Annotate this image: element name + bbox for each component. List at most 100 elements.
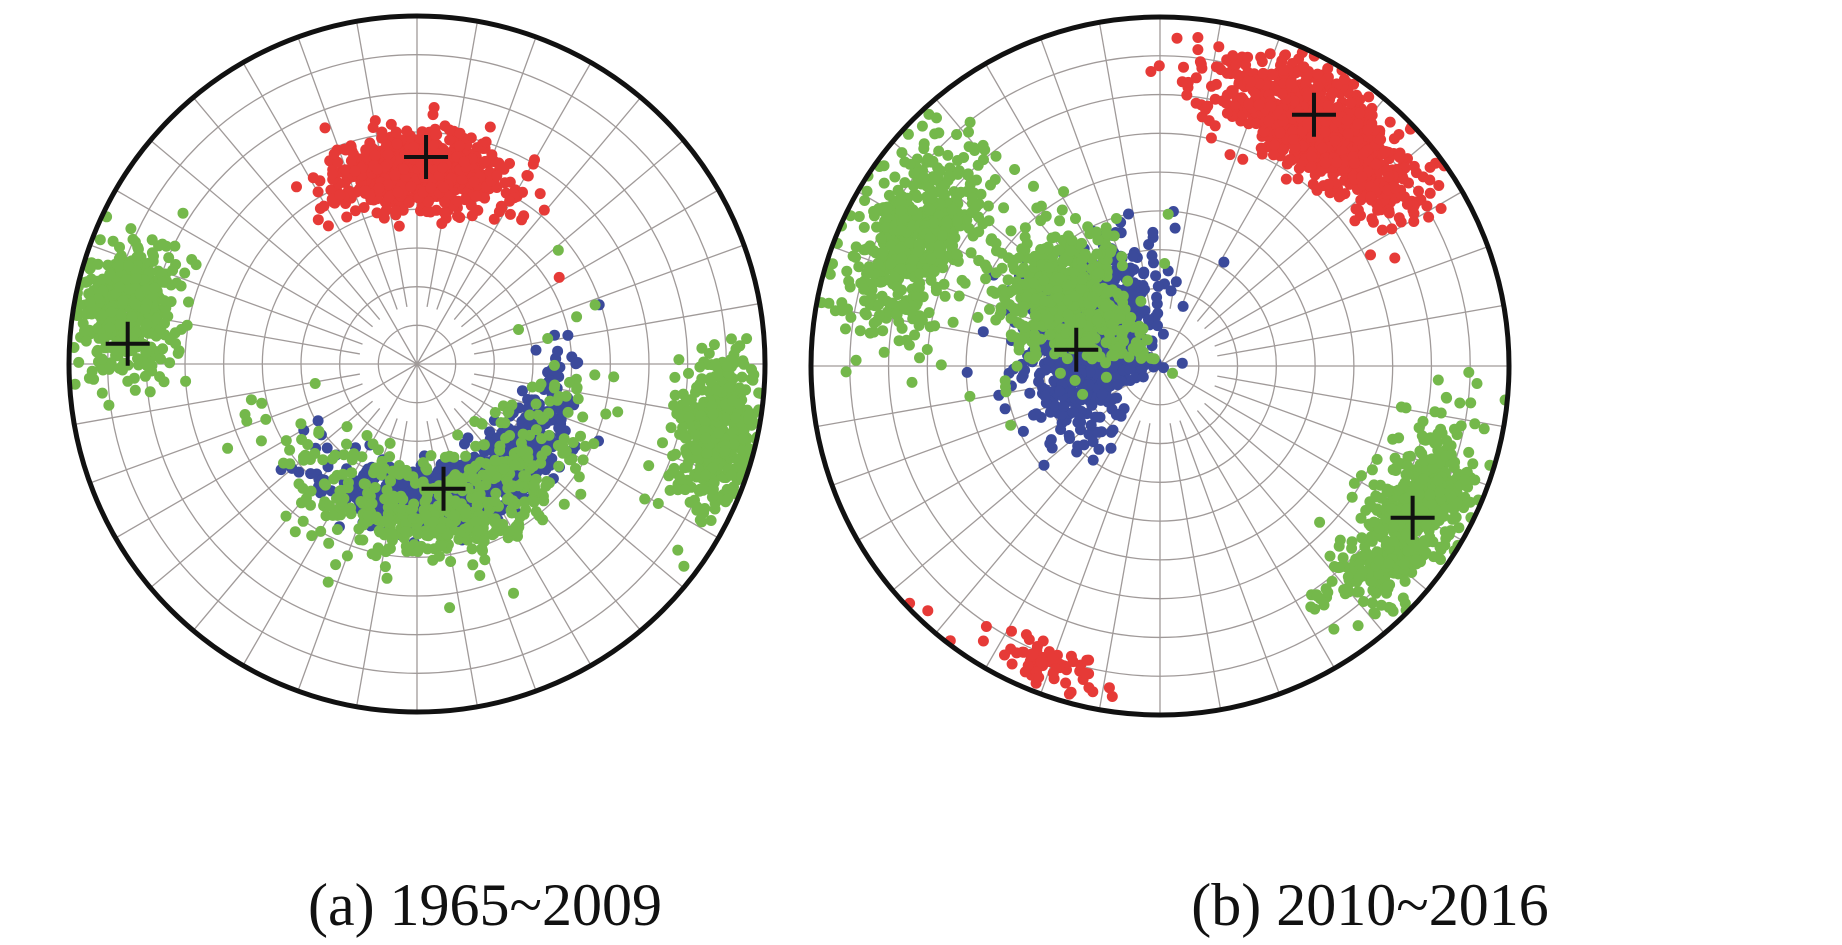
scatter-point (341, 438, 352, 450)
scatter-point (522, 452, 534, 464)
scatter-point (1038, 459, 1050, 471)
grid-spoke (1217, 304, 1504, 357)
scatter-point (1190, 97, 1202, 109)
scatter-point (489, 454, 501, 466)
scatter-point (679, 431, 691, 443)
scatter-point (422, 196, 434, 208)
scatter-point (549, 379, 561, 391)
scatter-point (280, 510, 292, 522)
scatter-point (1024, 387, 1036, 399)
scatter-point (423, 530, 434, 542)
scatter-point (489, 407, 501, 418)
scatter-point (663, 470, 675, 482)
scatter-point (327, 168, 339, 180)
scatter-point (312, 214, 324, 226)
scatter-point (1150, 270, 1162, 282)
scatter-point (322, 576, 334, 588)
scatter-point (1218, 256, 1230, 268)
scatter-point (1375, 134, 1387, 145)
grid-spoke (984, 365, 1161, 669)
scatter-point (391, 138, 403, 150)
scatter-point (358, 202, 370, 213)
scatter-point (379, 493, 391, 505)
scatter-point (443, 124, 455, 136)
scatter-point (493, 157, 505, 169)
scatter-point (1327, 87, 1339, 99)
scatter-point (504, 208, 516, 220)
scatter-point (1393, 212, 1405, 224)
scatter-point (518, 508, 530, 520)
scatter-point (1081, 654, 1093, 666)
scatter-point (1356, 171, 1368, 183)
scatter-point (1394, 151, 1406, 163)
scatter-point (1423, 211, 1435, 223)
scatter-point (1176, 76, 1188, 88)
scatter-point (393, 220, 405, 232)
scatter-point (103, 363, 115, 375)
scatter-point (707, 408, 719, 420)
scatter-point (491, 170, 503, 182)
scatter-point (380, 546, 392, 558)
scatter-point (1067, 406, 1079, 418)
scatter-point (1171, 32, 1183, 44)
scatter-point (709, 359, 721, 371)
scatter-point (551, 394, 563, 406)
scatter-point (96, 387, 108, 399)
scatter-point (324, 500, 335, 512)
grid-spoke (192, 96, 381, 320)
scatter-point (389, 169, 401, 181)
scatter-point (504, 195, 516, 207)
scatter-point (392, 186, 404, 198)
scatter-point (669, 371, 681, 383)
scatter-point (703, 348, 715, 359)
scatter-point (322, 220, 334, 232)
scatter-point (1424, 187, 1436, 199)
scatter-point (167, 264, 179, 276)
scatter-points (816, 32, 1509, 702)
scatter-point (96, 353, 108, 365)
scatter-point (98, 333, 109, 345)
grid-spoke (115, 363, 418, 539)
scatter-point (1274, 127, 1286, 139)
scatter-point (509, 459, 521, 471)
scatter-point (502, 407, 514, 418)
scatter-point (408, 489, 420, 501)
scatter-point (1349, 215, 1361, 227)
scatter-point (325, 184, 337, 196)
scatter-point (713, 427, 725, 439)
scatter-point (1060, 677, 1072, 689)
scatter-point (1103, 682, 1115, 694)
scatter-point (675, 473, 687, 485)
scatter-point (1267, 69, 1279, 81)
scatter-point (479, 155, 491, 167)
scatter-point (318, 478, 330, 490)
scatter-point (452, 195, 464, 207)
scatter-point (480, 136, 492, 148)
scatter-point (1255, 142, 1267, 154)
scatter-point (1147, 226, 1159, 238)
scatter-point (117, 295, 129, 306)
scatter-point (1424, 174, 1436, 186)
scatter-point (1284, 154, 1296, 165)
scatter-point (156, 276, 168, 288)
scatter-point (589, 299, 601, 311)
scatter-point (575, 430, 586, 442)
scatter-point (175, 323, 187, 335)
scatter-point (1357, 148, 1369, 160)
scatter-point (679, 484, 691, 496)
scatter-point (1127, 250, 1139, 262)
scatter-point (1011, 647, 1023, 659)
scatter-point (126, 311, 138, 323)
scatter-point (355, 496, 367, 507)
scatter-point (190, 259, 202, 271)
scatter-point (425, 182, 437, 194)
scatter-point (420, 509, 432, 521)
scatter-point (1046, 442, 1058, 454)
scatter-point (466, 210, 478, 222)
scatter-point (80, 335, 92, 347)
scatter-point (526, 381, 538, 393)
scatter-point (435, 540, 447, 552)
scatter-point (79, 325, 90, 337)
scatter-point (331, 492, 342, 504)
scatter-point (139, 303, 151, 315)
